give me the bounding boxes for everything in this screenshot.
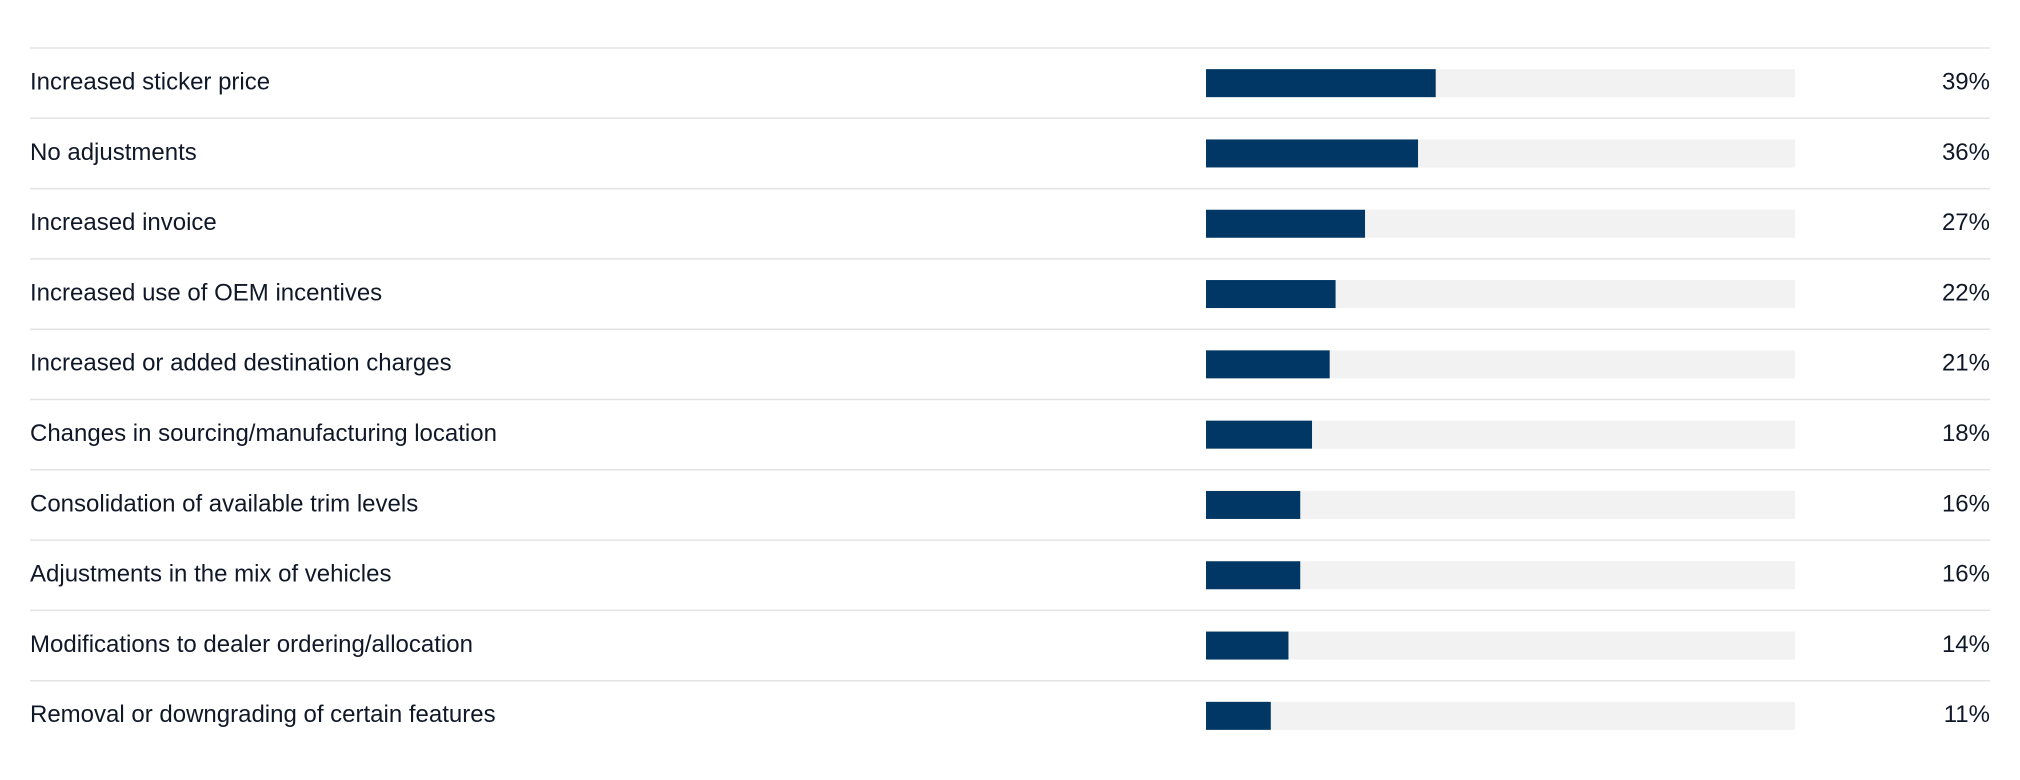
value-label: 39% — [1942, 68, 1990, 95]
category-label: Consolidation of available trim levels — [30, 490, 418, 517]
category-label: Increased invoice — [30, 209, 217, 236]
bar — [1206, 490, 1301, 519]
bar — [1206, 209, 1366, 238]
category-label: Removal or downgrading of certain featur… — [30, 701, 496, 728]
bar — [1206, 69, 1436, 98]
category-label: Changes in sourcing/manufacturing locati… — [30, 420, 497, 447]
bar — [1206, 420, 1313, 449]
category-label: Increased use of OEM incentives — [30, 279, 382, 306]
bar — [1206, 561, 1301, 590]
value-label: 16% — [1942, 561, 1990, 588]
value-label: 36% — [1942, 139, 1990, 166]
category-label: Modifications to dealer ordering/allocat… — [30, 631, 473, 658]
bar — [1206, 350, 1330, 379]
bar — [1206, 280, 1336, 309]
bar — [1206, 631, 1289, 660]
value-label: 22% — [1942, 279, 1990, 306]
category-label: Increased or added destination charges — [30, 350, 452, 377]
category-label: Adjustments in the mix of vehicles — [30, 561, 392, 588]
value-label: 27% — [1942, 209, 1990, 236]
value-label: 14% — [1942, 631, 1990, 658]
bar-track — [1206, 561, 1795, 590]
value-label: 11% — [1944, 701, 1990, 728]
category-label: No adjustments — [30, 139, 197, 166]
bar-track — [1206, 701, 1795, 730]
value-label: 21% — [1942, 350, 1990, 377]
value-label: 18% — [1942, 420, 1990, 447]
bar-track — [1206, 631, 1795, 660]
bar — [1206, 139, 1419, 168]
bar — [1206, 701, 1271, 730]
bar-track — [1206, 490, 1795, 519]
value-label: 16% — [1942, 490, 1990, 517]
category-label: Increased sticker price — [30, 68, 270, 95]
